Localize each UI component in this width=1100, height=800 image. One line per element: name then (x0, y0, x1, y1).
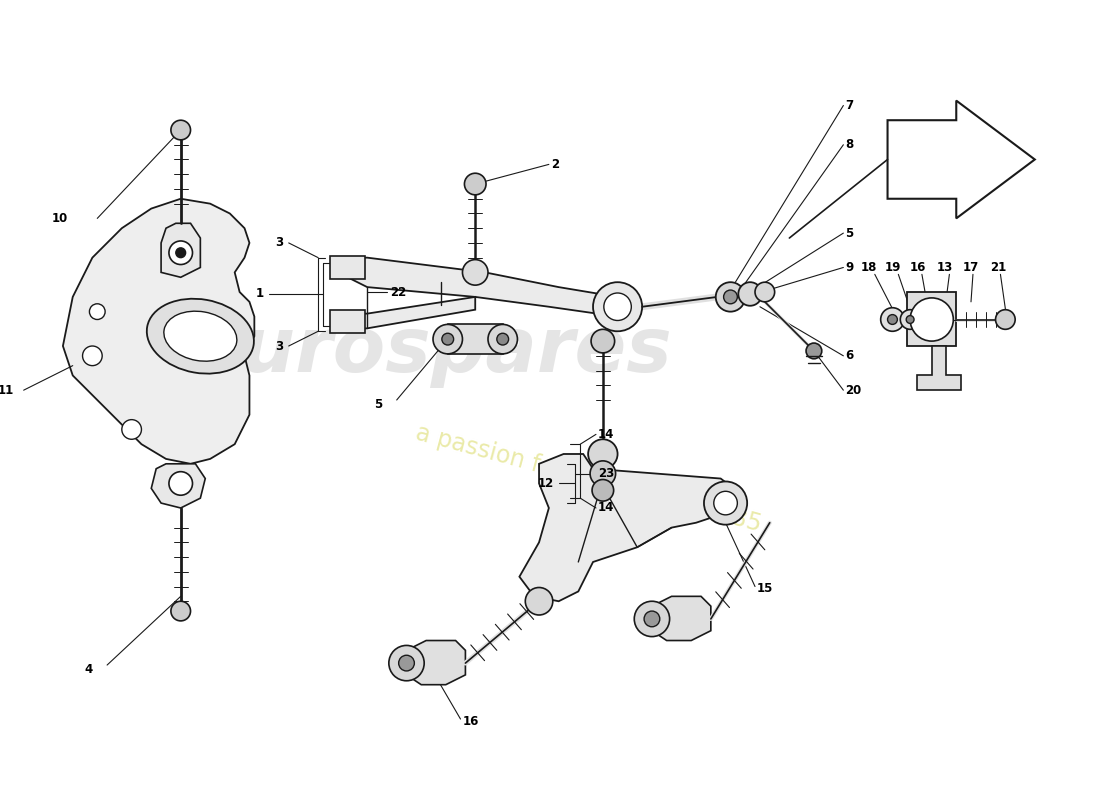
Text: 14: 14 (598, 502, 614, 514)
Text: 21: 21 (991, 261, 1006, 274)
Text: 3: 3 (276, 339, 284, 353)
Circle shape (526, 587, 553, 615)
Text: 13: 13 (936, 261, 953, 274)
Circle shape (881, 308, 904, 331)
Circle shape (910, 298, 954, 341)
Circle shape (900, 310, 920, 330)
Text: 1: 1 (256, 287, 264, 301)
Polygon shape (63, 198, 254, 464)
Polygon shape (908, 292, 956, 346)
Circle shape (738, 282, 762, 306)
Circle shape (716, 282, 745, 312)
Polygon shape (917, 346, 961, 390)
Circle shape (398, 655, 415, 671)
Circle shape (806, 343, 822, 358)
Polygon shape (652, 596, 711, 641)
Circle shape (591, 330, 615, 353)
Circle shape (497, 334, 508, 345)
Circle shape (464, 174, 486, 195)
Circle shape (169, 241, 192, 265)
Circle shape (433, 325, 462, 354)
Circle shape (604, 293, 631, 321)
Text: 16: 16 (462, 714, 478, 727)
Polygon shape (161, 223, 200, 278)
Text: 3: 3 (276, 237, 284, 250)
Circle shape (755, 282, 774, 302)
Circle shape (635, 602, 670, 637)
Text: 10: 10 (52, 212, 68, 225)
Text: 23: 23 (598, 467, 614, 480)
Ellipse shape (164, 311, 236, 361)
Circle shape (89, 304, 106, 319)
Text: 20: 20 (845, 384, 861, 397)
Text: 14: 14 (598, 428, 614, 441)
Text: 6: 6 (845, 350, 854, 362)
Circle shape (714, 491, 737, 515)
Polygon shape (448, 325, 503, 354)
Polygon shape (152, 464, 206, 508)
Circle shape (122, 420, 142, 439)
Polygon shape (330, 256, 365, 279)
Circle shape (442, 334, 453, 345)
Text: 18: 18 (861, 261, 878, 274)
Circle shape (996, 310, 1015, 330)
Text: 17: 17 (964, 261, 979, 274)
Text: 5: 5 (374, 398, 382, 411)
Ellipse shape (146, 298, 254, 374)
Circle shape (645, 611, 660, 626)
Text: 2: 2 (551, 158, 559, 171)
Circle shape (590, 461, 616, 486)
Text: 11: 11 (0, 384, 14, 397)
Circle shape (169, 472, 192, 495)
Polygon shape (330, 310, 365, 334)
Circle shape (170, 602, 190, 621)
Polygon shape (519, 454, 740, 602)
Text: 8: 8 (845, 138, 854, 151)
Text: 16: 16 (910, 261, 926, 274)
Circle shape (724, 290, 737, 304)
Polygon shape (348, 258, 617, 317)
Circle shape (388, 646, 425, 681)
Circle shape (588, 439, 617, 469)
Circle shape (462, 260, 488, 285)
Polygon shape (888, 101, 1035, 218)
Circle shape (176, 248, 186, 258)
Text: 19: 19 (884, 261, 901, 274)
Text: 7: 7 (845, 99, 854, 112)
Circle shape (82, 346, 102, 366)
Circle shape (170, 120, 190, 140)
Circle shape (704, 482, 747, 525)
Text: eurospares: eurospares (189, 314, 672, 388)
Text: 15: 15 (757, 582, 773, 595)
Polygon shape (407, 641, 465, 685)
Polygon shape (348, 297, 475, 330)
Circle shape (488, 325, 517, 354)
Text: 4: 4 (84, 663, 92, 677)
Circle shape (592, 479, 614, 501)
Text: a passion for parts since 1985: a passion for parts since 1985 (412, 421, 763, 536)
Text: 5: 5 (845, 226, 854, 240)
Circle shape (888, 314, 898, 325)
Text: 9: 9 (845, 261, 854, 274)
Circle shape (906, 315, 914, 323)
Circle shape (593, 282, 642, 331)
Text: 12: 12 (538, 477, 553, 490)
Text: 22: 22 (389, 286, 406, 298)
